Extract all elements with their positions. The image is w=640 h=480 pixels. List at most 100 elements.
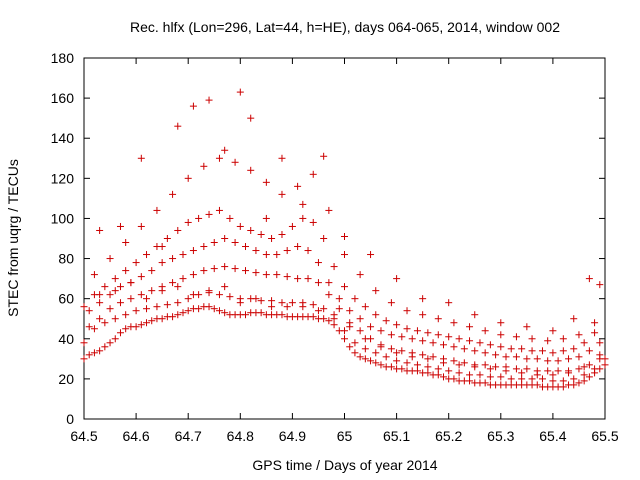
data-point	[341, 327, 348, 335]
data-point	[382, 353, 390, 361]
data-point	[356, 315, 364, 323]
data-point	[341, 232, 348, 240]
data-point	[268, 235, 276, 242]
data-point	[481, 379, 489, 387]
data-point	[570, 381, 578, 389]
data-point	[346, 343, 354, 351]
data-point	[205, 96, 213, 104]
data-point	[278, 230, 286, 238]
data-point	[335, 295, 343, 303]
data-point	[309, 301, 317, 309]
data-point	[247, 114, 255, 122]
data-point	[466, 323, 474, 331]
data-point	[351, 339, 359, 347]
data-point	[466, 377, 474, 385]
data-point	[158, 315, 166, 323]
data-point	[434, 371, 442, 379]
data-point	[575, 353, 583, 361]
data-point	[111, 275, 119, 283]
data-point	[367, 251, 375, 259]
data-point	[325, 291, 333, 299]
data-point	[200, 267, 208, 275]
data-point	[116, 299, 124, 307]
data-point	[236, 222, 244, 230]
data-point	[372, 311, 380, 319]
data-point	[189, 271, 197, 279]
y-tick-label: 100	[51, 210, 75, 226]
data-point	[158, 243, 166, 251]
y-tick-label: 0	[66, 411, 74, 427]
data-point	[387, 299, 395, 307]
data-point	[184, 218, 192, 226]
data-point	[419, 295, 427, 303]
data-point	[492, 363, 500, 371]
data-point	[413, 327, 421, 335]
data-point	[148, 267, 156, 275]
data-point	[288, 299, 296, 307]
data-point	[580, 363, 588, 371]
data-point	[137, 273, 145, 281]
data-point	[565, 369, 573, 377]
data-point	[554, 367, 562, 375]
data-point	[450, 319, 458, 327]
data-point	[304, 275, 312, 283]
data-point	[403, 359, 411, 367]
data-point	[460, 345, 468, 353]
data-point	[387, 345, 395, 353]
data-point	[231, 158, 239, 166]
data-point	[528, 335, 536, 343]
data-point	[215, 291, 223, 299]
data-point	[455, 335, 463, 343]
data-point	[174, 283, 182, 291]
data-point	[361, 303, 369, 311]
data-point	[502, 367, 510, 375]
data-point	[549, 371, 557, 379]
y-tick-label: 160	[51, 90, 75, 106]
data-point	[544, 357, 552, 365]
data-point	[591, 329, 599, 337]
data-point	[356, 327, 364, 335]
data-point	[419, 337, 427, 345]
data-point	[476, 371, 484, 379]
data-point	[80, 339, 88, 347]
data-point	[325, 279, 333, 287]
data-point	[377, 327, 385, 335]
data-point	[116, 329, 124, 337]
data-point	[90, 349, 98, 357]
data-point	[252, 295, 260, 303]
data-point	[481, 327, 489, 335]
data-point	[507, 375, 515, 383]
data-point	[268, 297, 276, 305]
data-point	[205, 287, 213, 295]
data-point	[466, 337, 474, 345]
data-point	[424, 329, 432, 337]
data-point	[398, 365, 406, 373]
data-point	[195, 214, 203, 222]
data-point	[580, 371, 588, 379]
data-point	[393, 349, 401, 357]
data-point	[242, 243, 250, 251]
data-point	[158, 259, 166, 267]
data-point	[122, 239, 130, 247]
data-point	[450, 375, 458, 383]
data-point	[341, 335, 348, 343]
data-point	[106, 255, 114, 263]
data-point	[158, 287, 166, 295]
data-point	[320, 315, 328, 323]
x-tick-label: 64.6	[122, 428, 149, 444]
data-point	[523, 355, 531, 363]
data-point	[184, 295, 192, 303]
data-point	[591, 365, 599, 373]
data-point	[242, 267, 250, 275]
data-point	[257, 309, 265, 317]
data-point	[221, 263, 229, 271]
data-point	[356, 353, 364, 361]
data-point	[226, 293, 234, 301]
data-point	[439, 341, 447, 349]
data-point	[247, 166, 255, 174]
data-point	[413, 367, 421, 375]
x-tick-label: 64.7	[175, 428, 202, 444]
data-point	[596, 339, 604, 347]
data-point	[189, 102, 197, 110]
data-point	[450, 343, 458, 351]
